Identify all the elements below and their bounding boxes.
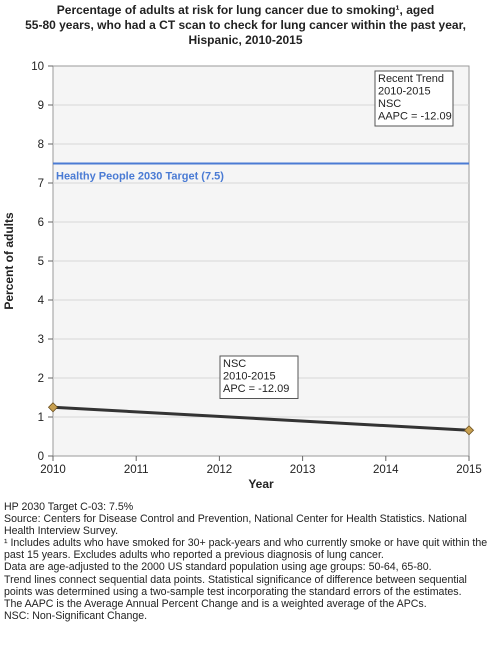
target-label: Healthy People 2030 Target (7.5) [56,171,224,183]
segment-annotation-text: APC = -12.09 [223,383,289,395]
y-tick-label: 4 [38,295,45,307]
data-point [47,402,59,413]
note-nsc: NSC: Non-Significant Change. [4,609,148,622]
recent-trend-annotation-text: 2010-2015 [378,86,431,98]
y-tick-label: 8 [38,139,44,151]
x-tick-label: 2014 [373,464,399,476]
y-tick-label: 10 [31,61,44,73]
x-axis-label: Year [248,477,274,491]
y-tick-label: 7 [38,178,44,190]
line-chart: 0 1 2 3 4 5 6 7 8 9 10 2010 2011 2012 2013 2014 2015 Year… [2,61,482,491]
y-tick-label: 5 [38,256,44,268]
note-aapc: The AAPC is the Average Annual Percent C… [4,597,427,610]
note-target: HP 2030 Target C-03: 7.5% [4,501,134,513]
footnotes: HP 2030 Target C-03: 7.5% Source: Center… [4,501,488,622]
segment-annotation-text: 2010-2015 [223,371,276,383]
series-line [52,405,470,432]
recent-trend-annotation-text: AAPC = -12.09 [378,111,452,123]
y-tick-label: 0 [38,451,44,463]
segment-annotation-box [219,355,299,399]
y-tick-label: 9 [38,100,44,112]
x-tick-label: 2011 [124,464,149,476]
data-point [463,425,475,436]
x-tick-label: 2013 [290,464,316,476]
x-tick-label: 2010 [40,464,66,476]
note-source: Source: Centers for Disease Control and … [4,513,467,538]
recent-trend-annotation-text: Recent Trend [378,73,444,85]
y-tick-label: 1 [38,412,44,424]
note-trend-lines: Trend lines connect sequential data poin… [4,573,467,598]
note-age-adjusted: Data are age-adjusted to the 2000 US sta… [4,561,432,574]
y-axis-label: Percent of adults [2,212,16,310]
chart-title: Percentage of adults at risk for lung ca… [25,3,466,47]
x-tick-label: 2015 [456,464,482,476]
y-tick-label: 6 [38,217,44,229]
x-tick-label: 2012 [207,464,233,476]
recent-trend-annotation-box [374,70,454,127]
recent-trend-annotation-text: NSC [378,98,401,110]
note-definition: ¹ Includes adults who have smoked for 30… [4,537,488,562]
segment-annotation-text: NSC [223,358,246,370]
y-tick-label: 2 [38,373,44,385]
y-tick-label: 3 [38,334,44,346]
